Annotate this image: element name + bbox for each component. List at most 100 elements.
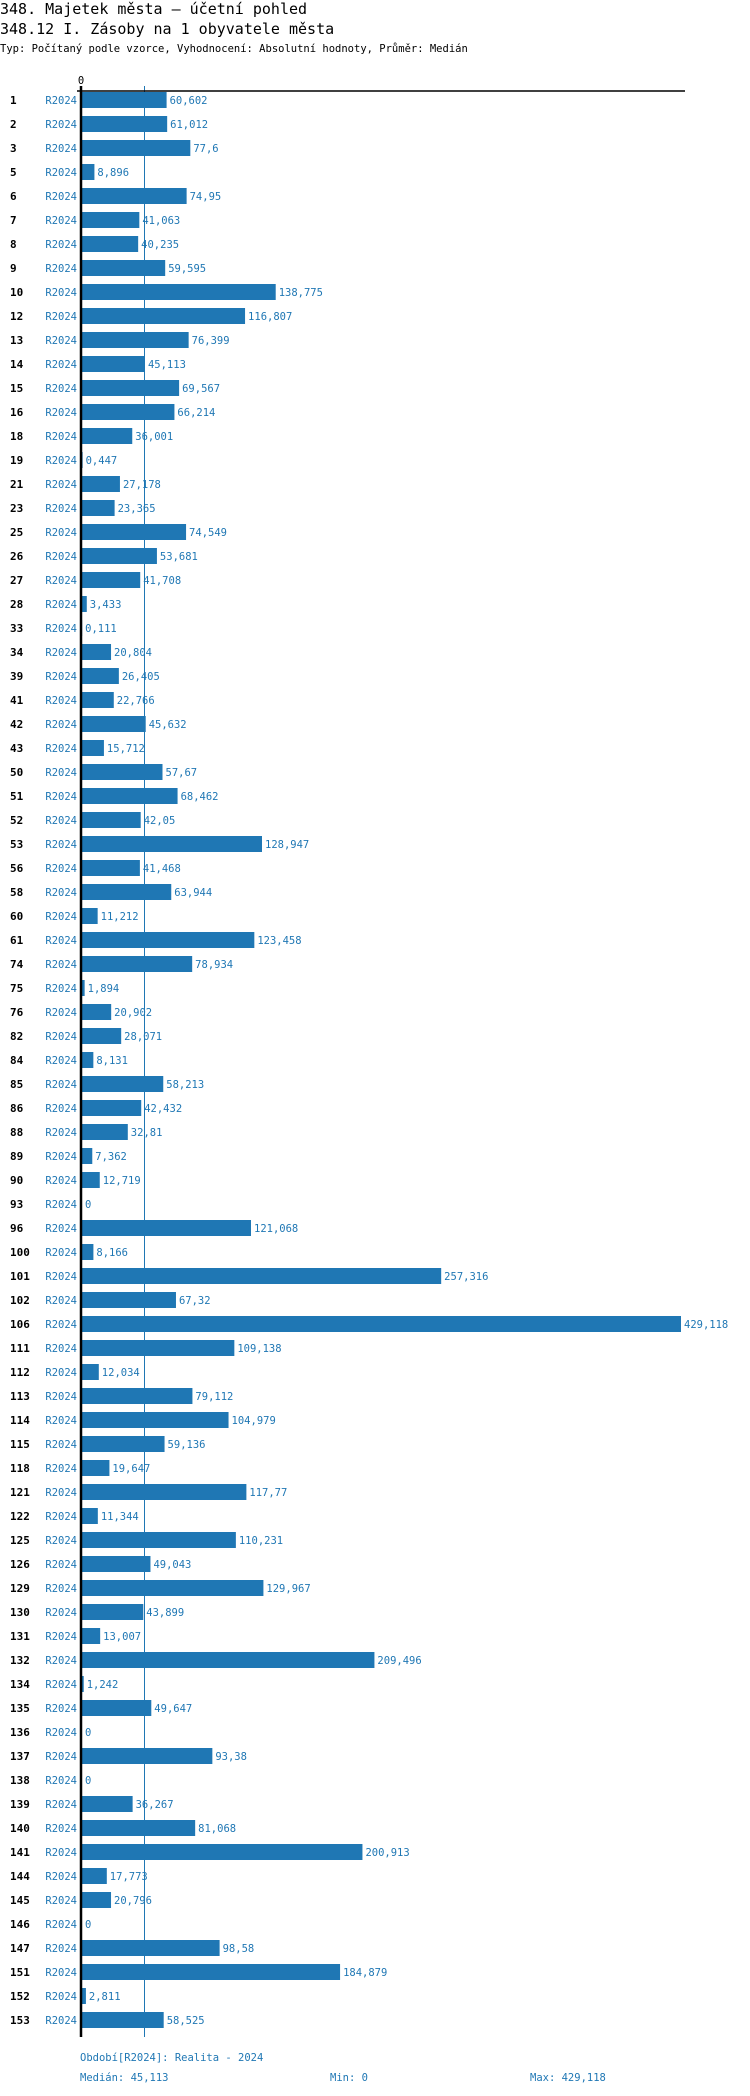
bar[interactable] xyxy=(82,1844,363,1860)
data-label: 19,647 xyxy=(112,1463,150,1475)
category-label: 130 xyxy=(10,1606,30,1619)
series-label: R2024 xyxy=(45,1415,77,1427)
bar[interactable] xyxy=(82,1412,229,1428)
bar[interactable] xyxy=(82,1220,251,1236)
bar[interactable] xyxy=(82,332,189,348)
category-label: 8 xyxy=(10,238,17,251)
category-label: 118 xyxy=(10,1462,30,1475)
bar[interactable] xyxy=(82,1340,235,1356)
bar[interactable] xyxy=(82,716,146,732)
bar[interactable] xyxy=(82,1124,128,1140)
bar[interactable] xyxy=(82,956,193,972)
bar[interactable] xyxy=(82,884,172,900)
bar[interactable] xyxy=(82,932,255,948)
bar[interactable] xyxy=(82,812,141,828)
bar[interactable] xyxy=(82,524,187,540)
bar[interactable] xyxy=(82,1028,122,1044)
bar[interactable] xyxy=(82,500,115,516)
bar[interactable] xyxy=(82,1820,196,1836)
bar[interactable] xyxy=(82,140,191,156)
bar[interactable] xyxy=(82,1076,164,1092)
series-label: R2024 xyxy=(45,1511,77,1523)
bar[interactable] xyxy=(82,92,167,108)
bar[interactable] xyxy=(82,1892,112,1908)
category-label: 3 xyxy=(10,142,17,155)
bar[interactable] xyxy=(82,212,140,228)
category-label: 125 xyxy=(10,1534,30,1547)
bar[interactable] xyxy=(82,1676,84,1692)
bar[interactable] xyxy=(82,596,87,612)
bar[interactable] xyxy=(82,308,246,324)
bar[interactable] xyxy=(82,1796,133,1812)
bar[interactable] xyxy=(82,1100,142,1116)
bar[interactable] xyxy=(82,1004,112,1020)
bar[interactable] xyxy=(82,116,168,132)
bar[interactable] xyxy=(82,476,120,492)
bar[interactable] xyxy=(82,380,180,396)
bar[interactable] xyxy=(82,764,163,780)
data-label: 58,213 xyxy=(166,1079,204,1091)
bar[interactable] xyxy=(82,188,187,204)
category-label: 131 xyxy=(10,1630,30,1643)
data-label: 184,879 xyxy=(343,1967,387,1979)
bar[interactable] xyxy=(82,788,178,804)
bar[interactable] xyxy=(82,1172,100,1188)
bar[interactable] xyxy=(82,1052,94,1068)
bar[interactable] xyxy=(82,692,114,708)
bar[interactable] xyxy=(82,860,140,876)
bar[interactable] xyxy=(82,1940,220,1956)
bar[interactable] xyxy=(82,1700,152,1716)
bar[interactable] xyxy=(82,1556,151,1572)
bar[interactable] xyxy=(82,1628,101,1644)
bar[interactable] xyxy=(82,1388,193,1404)
bar[interactable] xyxy=(82,164,95,180)
bar[interactable] xyxy=(82,1604,144,1620)
bar[interactable] xyxy=(82,1436,165,1452)
bar[interactable] xyxy=(82,1988,86,2004)
series-label: R2024 xyxy=(45,1343,77,1355)
data-label: 66,214 xyxy=(177,407,215,419)
series-label: R2024 xyxy=(45,1559,77,1571)
bar[interactable] xyxy=(82,980,85,996)
series-label: R2024 xyxy=(45,1031,77,1043)
bar[interactable] xyxy=(82,1868,107,1884)
category-label: 137 xyxy=(10,1750,30,1763)
bar[interactable] xyxy=(82,1460,110,1476)
bar[interactable] xyxy=(82,572,141,588)
bar[interactable] xyxy=(82,260,166,276)
bar[interactable] xyxy=(82,1964,341,1980)
bar[interactable] xyxy=(82,404,175,420)
bar[interactable] xyxy=(82,1148,93,1164)
category-label: 139 xyxy=(10,1798,30,1811)
bar[interactable] xyxy=(82,284,276,300)
category-label: 100 xyxy=(10,1246,30,1259)
data-label: 57,67 xyxy=(166,767,198,779)
bar[interactable] xyxy=(82,1244,94,1260)
bar[interactable] xyxy=(82,740,104,756)
bar[interactable] xyxy=(82,356,145,372)
bar[interactable] xyxy=(82,1292,176,1308)
bar[interactable] xyxy=(82,1268,442,1284)
bar[interactable] xyxy=(82,236,139,252)
bar[interactable] xyxy=(82,644,112,660)
bar[interactable] xyxy=(82,428,133,444)
bar[interactable] xyxy=(82,2012,164,2028)
bar[interactable] xyxy=(82,1532,236,1548)
bar[interactable] xyxy=(82,836,262,852)
bar[interactable] xyxy=(82,1316,681,1332)
data-label: 41,708 xyxy=(143,575,181,587)
category-label: 151 xyxy=(10,1966,30,1979)
bar[interactable] xyxy=(82,1652,375,1668)
bar[interactable] xyxy=(82,548,157,564)
bar[interactable] xyxy=(82,1508,98,1524)
bar[interactable] xyxy=(82,1748,213,1764)
bar[interactable] xyxy=(82,668,119,684)
data-label: 8,166 xyxy=(96,1247,128,1259)
bar[interactable] xyxy=(82,1580,264,1596)
bar[interactable] xyxy=(82,452,83,468)
series-label: R2024 xyxy=(45,1679,77,1691)
bar[interactable] xyxy=(82,908,98,924)
bar[interactable] xyxy=(82,1364,99,1380)
bar[interactable] xyxy=(82,1484,247,1500)
data-label: 12,719 xyxy=(103,1175,141,1187)
